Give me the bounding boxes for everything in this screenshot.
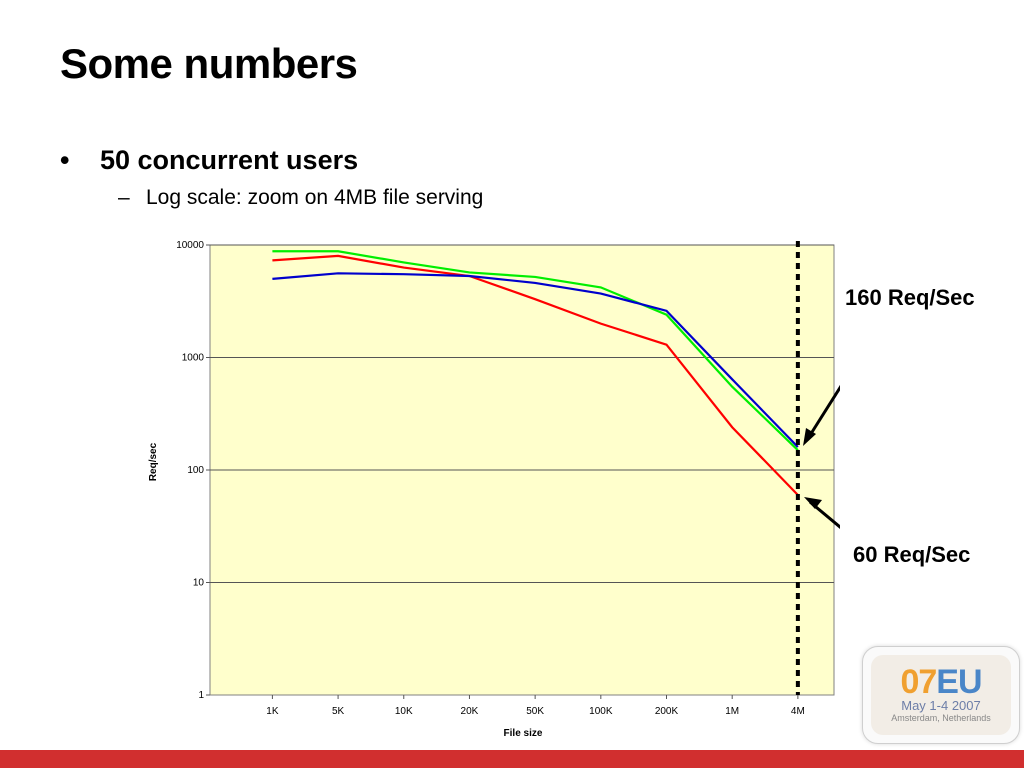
series-lines (272, 250, 799, 496)
y-tick-label: 1000 (182, 353, 205, 364)
callout-arrowhead-high (803, 428, 816, 446)
y-tick-label: 1 (198, 690, 204, 701)
x-tick-label: 5K (332, 706, 345, 717)
bullet-marker: • (60, 145, 70, 175)
conference-location: Amsterdam, Netherlands (891, 713, 991, 723)
x-tick-label: 10K (395, 706, 413, 717)
gridlines (210, 244, 834, 583)
callout-arrow-low (809, 500, 840, 529)
series-line (272, 272, 799, 448)
x-axis-label: File size (504, 728, 543, 739)
logo-region: EU (936, 663, 982, 701)
conference-badge: 07EU May 1-4 2007 Amsterdam, Netherlands (862, 646, 1020, 744)
y-tick-label: 10000 (176, 240, 204, 251)
callout-arrow-high (805, 384, 840, 441)
slide-title: Some numbers (60, 40, 358, 87)
series-line (272, 254, 799, 496)
callout-arrowhead-low (804, 497, 822, 509)
footer-accent-bar (0, 750, 1024, 768)
x-tick-label: 4M (791, 706, 805, 717)
sub-bullet-item: – Log scale: zoom on 4MB file serving (60, 186, 483, 210)
x-tick-label: 50K (526, 706, 544, 717)
x-tick-label: 20K (461, 706, 479, 717)
x-tick-labels: 1K 5K 10K 20K 50K 100K 200K 1M 4M (266, 695, 805, 717)
callout-low-label: 60 Req/Sec (853, 542, 971, 567)
x-tick-label: 200K (655, 706, 679, 717)
x-tick-label: 100K (589, 706, 613, 717)
bullet-text: 50 concurrent users (100, 145, 359, 175)
callout-high-label: 160 Req/Sec (845, 285, 975, 310)
bullet-item: • 50 concurrent users (60, 145, 483, 176)
callout-arrows (803, 384, 840, 529)
badge-inner: 07EU May 1-4 2007 Amsterdam, Netherlands (871, 655, 1011, 735)
y-axis-label: Req/sec (148, 442, 159, 481)
line-chart: 1 10 100 1000 10000 1K 5K 10K 20K 50K 100K 200K 1M 4… (148, 240, 840, 739)
series-line (272, 250, 799, 451)
conference-date: May 1-4 2007 (901, 698, 981, 713)
bullet-list: • 50 concurrent users – Log scale: zoom … (60, 145, 483, 210)
y-tick-label: 100 (187, 465, 204, 476)
conference-logo: 07EU (871, 665, 1011, 699)
sub-bullet-marker: – (118, 186, 130, 209)
x-tick-label: 1K (266, 706, 279, 717)
y-tick-label: 10 (193, 578, 205, 589)
y-tick-labels: 1 10 100 1000 10000 (176, 240, 210, 701)
logo-year: 07 (900, 663, 937, 701)
x-tick-label: 1M (725, 706, 739, 717)
sub-bullet-text: Log scale: zoom on 4MB file serving (146, 186, 484, 209)
